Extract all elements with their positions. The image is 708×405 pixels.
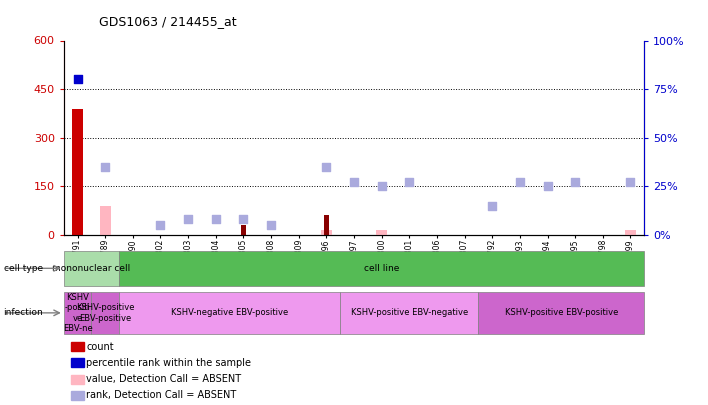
Bar: [100, 206, 110, 235]
Text: KSHV-negative EBV-positive: KSHV-negative EBV-positive: [171, 308, 288, 318]
Point: [486, 202, 498, 209]
Point: [266, 222, 277, 228]
Text: GDS1063 / 214455_at: GDS1063 / 214455_at: [99, 15, 236, 28]
Point: [238, 216, 249, 223]
Point: [542, 183, 553, 190]
Text: KSHV-positive EBV-negative: KSHV-positive EBV-negative: [350, 308, 468, 318]
Text: count: count: [86, 342, 114, 352]
Bar: [72, 109, 83, 235]
Bar: [64, 251, 119, 286]
Text: KSHV-positive EBV-positive: KSHV-positive EBV-positive: [505, 308, 618, 318]
Point: [72, 76, 84, 83]
Bar: [376, 230, 387, 235]
Text: percentile rank within the sample: percentile rank within the sample: [86, 358, 251, 368]
Text: cell type: cell type: [4, 264, 42, 273]
Point: [183, 216, 194, 223]
Point: [514, 179, 525, 185]
Point: [210, 216, 222, 223]
Bar: [324, 215, 329, 235]
Text: value, Detection Call = ABSENT: value, Detection Call = ABSENT: [86, 374, 241, 384]
Point: [376, 183, 387, 190]
Text: KSHV
-positi
ve
EBV-ne: KSHV -positi ve EBV-ne: [63, 293, 93, 333]
Bar: [64, 292, 91, 334]
Point: [624, 179, 636, 185]
Text: infection: infection: [4, 308, 43, 318]
Bar: [119, 292, 340, 334]
Bar: [479, 292, 644, 334]
Bar: [340, 292, 479, 334]
Text: rank, Detection Call = ABSENT: rank, Detection Call = ABSENT: [86, 390, 236, 400]
Point: [569, 179, 581, 185]
Point: [404, 179, 415, 185]
Text: KSHV-positive
EBV-positive: KSHV-positive EBV-positive: [76, 303, 135, 322]
Text: mononuclear cell: mononuclear cell: [52, 264, 130, 273]
Point: [348, 179, 360, 185]
Text: cell line: cell line: [364, 264, 399, 273]
Point: [155, 222, 166, 228]
Point: [100, 164, 111, 170]
Bar: [91, 292, 119, 334]
Bar: [625, 230, 636, 235]
Bar: [321, 230, 332, 235]
Point: [321, 164, 332, 170]
Bar: [241, 225, 246, 235]
